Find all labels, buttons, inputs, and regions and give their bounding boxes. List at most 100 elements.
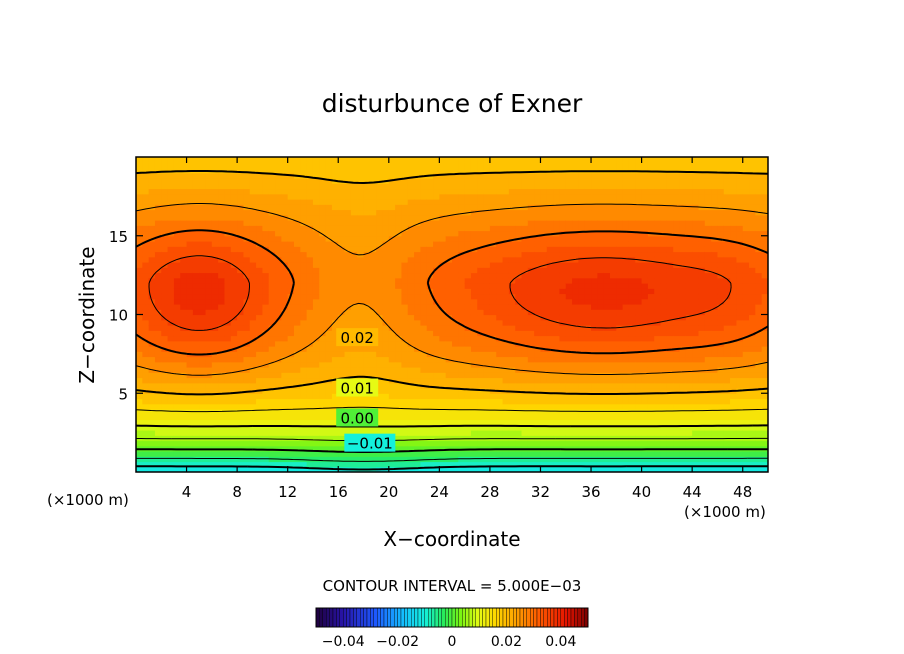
field-cell: [294, 419, 301, 426]
field-cell: [414, 298, 421, 305]
field-cell: [477, 262, 485, 268]
field-cell: [527, 246, 535, 253]
field-cell: [483, 272, 491, 279]
field-cell: [331, 172, 339, 179]
field-cell: [445, 461, 453, 468]
field-cell: [344, 246, 352, 253]
field-cell: [483, 225, 491, 232]
field-cell: [363, 225, 371, 232]
field-cell: [452, 314, 459, 321]
field-cell: [445, 277, 453, 284]
field-cell: [502, 382, 510, 389]
field-cell: [426, 419, 434, 426]
field-cell: [294, 309, 301, 316]
field-cell: [294, 466, 301, 472]
field-cell: [470, 298, 478, 305]
field-cell: [452, 330, 459, 337]
field-cell: [489, 430, 497, 436]
field-cell: [388, 393, 396, 400]
field-cell: [173, 251, 181, 258]
field-cell: [508, 256, 516, 263]
field-cell: [376, 424, 384, 431]
field-cell: [584, 325, 592, 331]
field-cell: [470, 393, 478, 400]
field-cell: [395, 209, 403, 216]
field-cell: [508, 414, 516, 421]
field-cell: [502, 414, 510, 421]
field-cell: [508, 193, 516, 200]
field-cell: [426, 251, 434, 258]
field-cell: [433, 346, 440, 352]
field-cell: [426, 256, 434, 263]
field-cell: [622, 393, 630, 400]
field-cell: [230, 162, 238, 169]
field-cell: [306, 451, 314, 457]
field-cell: [578, 319, 586, 326]
field-cell: [489, 251, 497, 258]
field-cell: [508, 361, 516, 368]
field-cell: [331, 461, 339, 468]
field-cell: [256, 430, 263, 436]
field-cell: [477, 230, 485, 237]
field-cell: [527, 382, 535, 389]
field-cell: [369, 319, 377, 326]
field-cell: [433, 351, 440, 358]
field-cell: [401, 293, 409, 300]
field-cell: [300, 361, 308, 368]
field-cell: [477, 225, 485, 232]
field-cell: [325, 319, 333, 326]
field-cell: [136, 461, 143, 468]
field-cell: [192, 241, 200, 247]
field-cell: [319, 330, 327, 337]
field-cell: [641, 188, 649, 195]
field-cell: [167, 414, 175, 421]
field-cell: [591, 272, 598, 279]
field-cell: [458, 377, 466, 384]
field-cell: [452, 466, 459, 472]
field-cell: [350, 351, 358, 358]
field-cell: [420, 445, 428, 452]
field-cell: [300, 456, 308, 463]
field-cell: [616, 178, 624, 184]
field-cell: [237, 346, 245, 352]
field-cell: [230, 256, 238, 263]
field-cell: [376, 319, 384, 326]
field-cell: [268, 225, 276, 232]
field-cell: [477, 414, 485, 421]
field-cell: [553, 241, 561, 247]
field-cell: [420, 461, 428, 468]
field-cell: [515, 193, 523, 200]
field-cell: [275, 214, 282, 221]
field-cell: [508, 440, 516, 447]
field-cell: [603, 225, 611, 232]
field-cell: [224, 277, 232, 284]
field-cell: [306, 319, 314, 326]
field-cell: [641, 340, 649, 347]
field-cell: [395, 377, 403, 384]
field-cell: [167, 456, 175, 463]
field-cell: [534, 419, 542, 426]
field-cell: [540, 188, 548, 195]
field-cell: [319, 440, 327, 447]
field-cell: [294, 235, 301, 242]
field-cell: [470, 235, 478, 242]
field-cell: [199, 288, 207, 295]
field-cell: [584, 424, 592, 431]
field-cell: [433, 304, 440, 310]
field-cell: [496, 162, 504, 169]
field-cell: [553, 267, 561, 274]
field-cell: [306, 335, 314, 342]
field-cell: [376, 393, 384, 400]
field-cell: [218, 288, 226, 295]
field-cell: [148, 403, 156, 410]
field-cell: [173, 325, 181, 331]
field-cell: [470, 414, 478, 421]
field-cell: [306, 393, 314, 400]
field-cell: [584, 246, 592, 253]
field-cell: [635, 193, 643, 200]
field-cell: [496, 199, 504, 205]
field-cell: [312, 309, 320, 316]
field-cell: [610, 241, 617, 247]
field-cell: [439, 241, 447, 247]
field-cell: [584, 319, 592, 326]
